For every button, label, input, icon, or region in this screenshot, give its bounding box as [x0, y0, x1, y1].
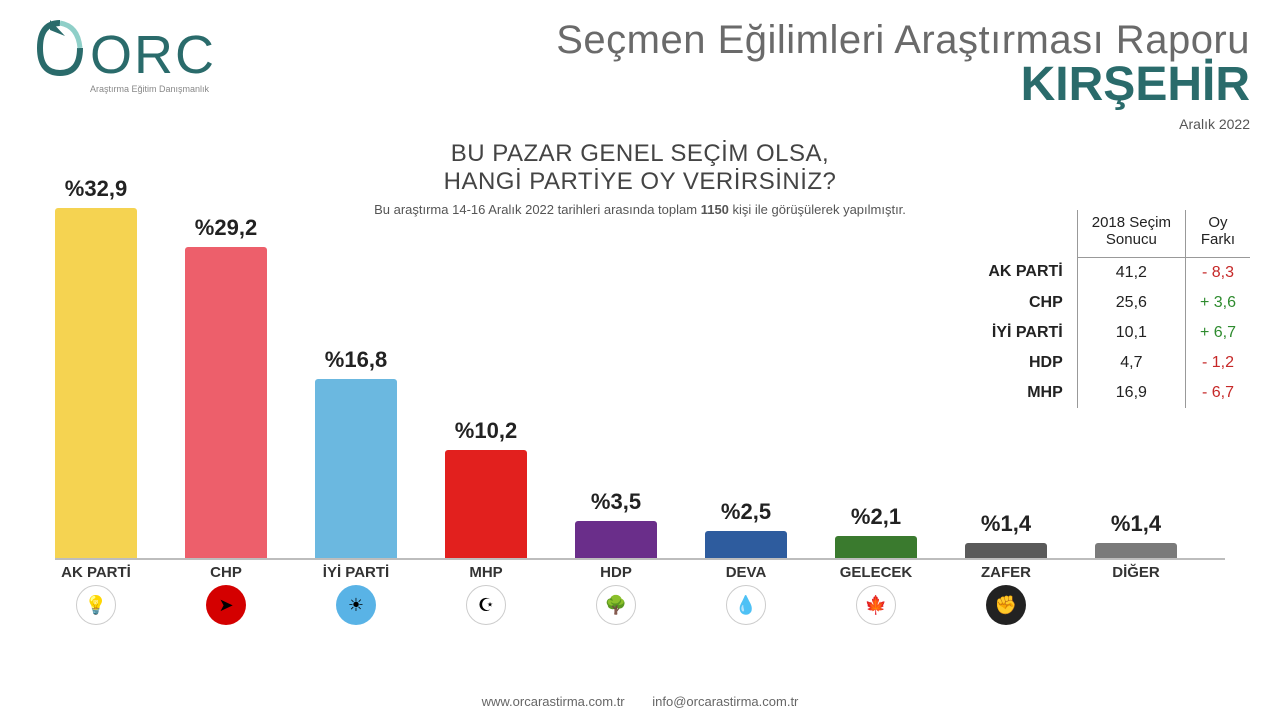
- x-axis-label: DİĞER: [1095, 564, 1177, 640]
- party-logo-icon: 💧: [726, 585, 766, 625]
- party-name: İYİ PARTİ: [323, 564, 389, 581]
- table-row: AK PARTİ41,2- 8,3: [974, 257, 1250, 288]
- bar-value-label: %1,4: [1111, 511, 1161, 537]
- footer-url: www.orcarastirma.com.tr: [482, 694, 625, 709]
- bar: [55, 208, 137, 558]
- party-logo-icon: 💡: [76, 585, 116, 625]
- party-cell: CHP: [974, 288, 1077, 318]
- diff-cell: + 3,6: [1185, 288, 1250, 318]
- logo: ORC Araştırma Eğitim Danışmanlık: [30, 18, 216, 94]
- party-logo-icon: ☪: [466, 585, 506, 625]
- bar: [705, 531, 787, 558]
- party-name: AK PARTİ: [61, 564, 131, 581]
- x-axis-label: HDP 🌳: [575, 564, 657, 640]
- bar: [185, 247, 267, 558]
- bar: [445, 450, 527, 559]
- bar-value-label: %3,5: [591, 489, 641, 515]
- x-axis-label: GELECEK 🍁: [835, 564, 917, 640]
- result-2018-cell: 10,1: [1077, 318, 1185, 348]
- col-diff-header: Oy Farkı: [1185, 210, 1250, 257]
- x-axis-label: AK PARTİ 💡: [55, 564, 137, 640]
- logo-text: ORC: [90, 28, 216, 82]
- party-logo-icon: 🍁: [856, 585, 896, 625]
- col-2018-header: 2018 Seçim Sonucu: [1077, 210, 1185, 257]
- bar-value-label: %10,2: [455, 418, 517, 444]
- party-logo-icon: ➤: [206, 585, 246, 625]
- table-row: MHP16,9- 6,7: [974, 378, 1250, 408]
- bar: [835, 536, 917, 558]
- party-name: DEVA: [726, 564, 767, 581]
- province-name: KIRŞEHİR: [556, 57, 1250, 112]
- diff-cell: - 1,2: [1185, 348, 1250, 378]
- diff-cell: - 6,7: [1185, 378, 1250, 408]
- table-row: CHP25,6+ 3,6: [974, 288, 1250, 318]
- bar-value-label: %32,9: [65, 176, 127, 202]
- party-name: MHP: [469, 564, 502, 581]
- footer-email: info@orcarastirma.com.tr: [652, 694, 798, 709]
- party-name: ZAFER: [981, 564, 1031, 581]
- bar-group: %1,4: [965, 511, 1047, 558]
- bar-group: %3,5: [575, 489, 657, 558]
- result-2018-cell: 16,9: [1077, 378, 1185, 408]
- bar: [1095, 543, 1177, 558]
- bar-value-label: %2,5: [721, 499, 771, 525]
- bar-value-label: %1,4: [981, 511, 1031, 537]
- bar-value-label: %2,1: [851, 504, 901, 530]
- party-name: DİĞER: [1112, 564, 1160, 581]
- bar-group: %2,1: [835, 504, 917, 558]
- diff-cell: + 6,7: [1185, 318, 1250, 348]
- footer: www.orcarastirma.com.tr info@orcarastirm…: [0, 694, 1280, 709]
- party-name: GELECEK: [840, 564, 913, 581]
- x-axis-label: CHP ➤: [185, 564, 267, 640]
- bar-group: %32,9: [55, 176, 137, 558]
- x-axis-label: MHP ☪: [445, 564, 527, 640]
- party-name: CHP: [210, 564, 242, 581]
- bar-group: %29,2: [185, 215, 267, 558]
- question-line-1: BU PAZAR GENEL SEÇİM OLSA,: [374, 140, 906, 168]
- party-name: HDP: [600, 564, 632, 581]
- x-axis-label: DEVA 💧: [705, 564, 787, 640]
- chart-baseline: [55, 558, 1225, 560]
- party-cell: İYİ PARTİ: [974, 318, 1077, 348]
- diff-cell: - 8,3: [1185, 257, 1250, 288]
- party-cell: HDP: [974, 348, 1077, 378]
- logo-subtitle: Araştırma Eğitim Danışmanlık: [90, 84, 216, 94]
- party-logo-icon: ✊: [986, 585, 1026, 625]
- bar-group: %1,4: [1095, 511, 1177, 558]
- result-2018-cell: 41,2: [1077, 257, 1185, 288]
- x-axis-label: ZAFER ✊: [965, 564, 1047, 640]
- bar-group: %16,8: [315, 347, 397, 558]
- header-titles: Seçmen Eğilimleri Araştırması Raporu KIR…: [556, 18, 1250, 132]
- logo-mark: [30, 18, 90, 88]
- bar-value-label: %29,2: [195, 215, 257, 241]
- bar: [575, 521, 657, 558]
- table-row: İYİ PARTİ10,1+ 6,7: [974, 318, 1250, 348]
- party-logo-icon: ☀: [336, 585, 376, 625]
- bar: [315, 379, 397, 558]
- result-2018-cell: 4,7: [1077, 348, 1185, 378]
- results-table: 2018 Seçim Sonucu Oy Farkı AK PARTİ41,2-…: [974, 210, 1250, 408]
- table-row: HDP4,7- 1,2: [974, 348, 1250, 378]
- bar-group: %10,2: [445, 418, 527, 559]
- x-axis-label: İYİ PARTİ ☀: [315, 564, 397, 640]
- report-date: Aralık 2022: [556, 116, 1250, 132]
- header: ORC Araştırma Eğitim Danışmanlık Seçmen …: [0, 18, 1250, 132]
- result-2018-cell: 25,6: [1077, 288, 1185, 318]
- party-cell: MHP: [974, 378, 1077, 408]
- bar-group: %2,5: [705, 499, 787, 558]
- bar-value-label: %16,8: [325, 347, 387, 373]
- party-cell: AK PARTİ: [974, 257, 1077, 288]
- x-axis-labels: AK PARTİ 💡 CHP ➤ İYİ PARTİ ☀ MHP ☪ HDP 🌳 DEVA 💧 GELE…: [55, 564, 1225, 640]
- bar: [965, 543, 1047, 558]
- party-logo-icon: 🌳: [596, 585, 636, 625]
